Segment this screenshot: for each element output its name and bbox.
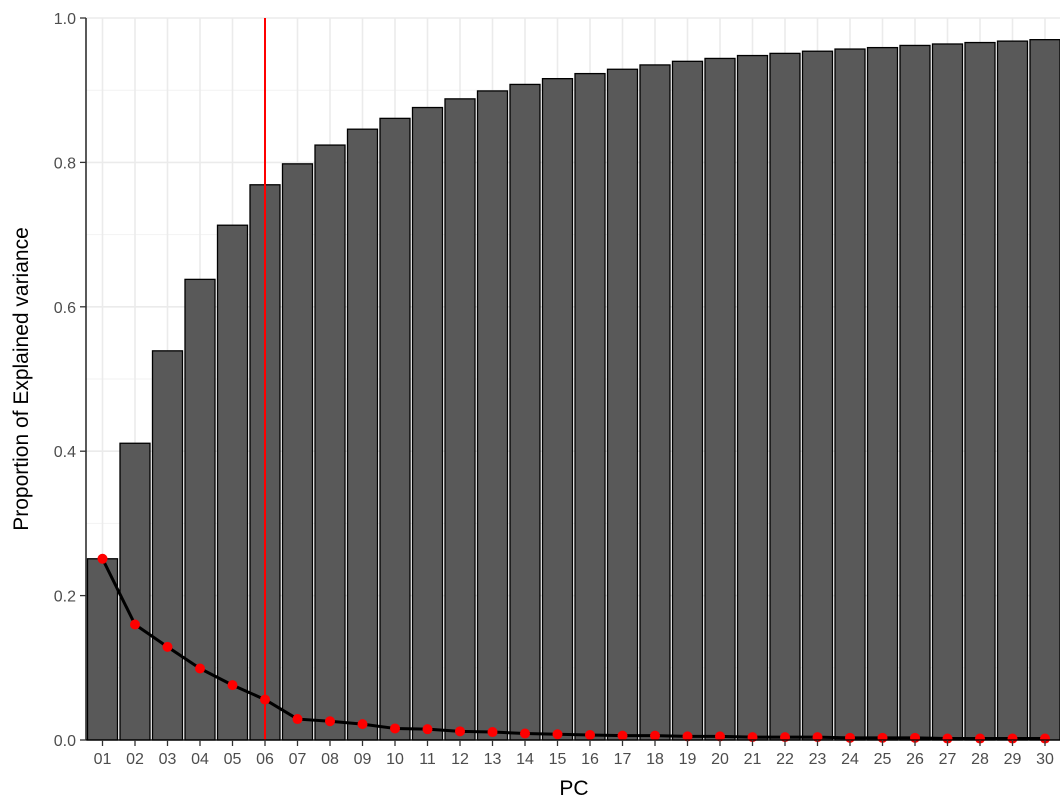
variance-point-08 xyxy=(325,716,335,726)
x-tick-label: 02 xyxy=(126,751,144,768)
y-tick-label: 0.4 xyxy=(54,444,76,461)
variance-point-01 xyxy=(98,554,108,564)
x-tick-label: 28 xyxy=(971,751,989,768)
bar-15 xyxy=(543,79,573,740)
variance-point-04 xyxy=(195,664,205,674)
x-tick-label: 14 xyxy=(516,751,534,768)
y-tick-label: 1.0 xyxy=(54,11,76,28)
bar-21 xyxy=(738,56,768,740)
x-tick-label: 11 xyxy=(419,751,436,768)
bar-25 xyxy=(868,48,898,740)
bar-23 xyxy=(803,51,833,740)
y-tick-label: 0.0 xyxy=(54,733,76,750)
x-tick-label: 17 xyxy=(614,751,632,768)
x-tick-label: 07 xyxy=(289,751,307,768)
variance-point-03 xyxy=(163,642,173,652)
x-tick-label: 29 xyxy=(1004,751,1022,768)
bar-19 xyxy=(673,61,703,740)
bar-01 xyxy=(88,559,118,740)
bar-10 xyxy=(380,118,410,740)
variance-point-14 xyxy=(520,729,530,739)
bar-12 xyxy=(445,99,475,740)
variance-point-11 xyxy=(423,724,433,734)
variance-point-06 xyxy=(260,695,270,705)
bar-26 xyxy=(900,45,930,740)
x-tick-label: 25 xyxy=(874,751,892,768)
x-tick-label: 01 xyxy=(94,751,112,768)
bar-08 xyxy=(315,145,345,740)
x-tick-label: 13 xyxy=(484,751,502,768)
bar-17 xyxy=(608,69,638,740)
x-tick-label: 16 xyxy=(581,751,599,768)
bar-28 xyxy=(965,43,995,740)
x-tick-label: 20 xyxy=(711,751,729,768)
x-tick-label: 22 xyxy=(776,751,794,768)
x-tick-label: 12 xyxy=(451,751,469,768)
x-tick-label: 27 xyxy=(939,751,957,768)
bar-09 xyxy=(348,129,378,740)
bar-03 xyxy=(153,351,183,740)
variance-point-13 xyxy=(488,727,498,737)
bar-27 xyxy=(933,44,963,740)
bar-14 xyxy=(510,84,540,740)
bar-07 xyxy=(283,164,313,740)
bar-02 xyxy=(120,443,150,740)
variance-point-16 xyxy=(585,730,595,740)
bar-11 xyxy=(413,108,443,740)
x-tick-label: 15 xyxy=(549,751,567,768)
bar-16 xyxy=(575,74,605,740)
bar-05 xyxy=(218,225,248,740)
x-axis-title: PC xyxy=(559,777,588,798)
bar-22 xyxy=(770,53,800,740)
x-tick-label: 19 xyxy=(679,751,697,768)
x-tick-label: 18 xyxy=(646,751,664,768)
x-tick-label: 08 xyxy=(321,751,339,768)
x-tick-label: 03 xyxy=(159,751,177,768)
bar-18 xyxy=(640,65,670,740)
variance-point-17 xyxy=(618,731,628,741)
x-tick-label: 23 xyxy=(809,751,827,768)
x-tick-label: 10 xyxy=(386,751,404,768)
bar-20 xyxy=(705,58,735,740)
bar-24 xyxy=(835,49,865,740)
y-tick-label: 0.2 xyxy=(54,589,76,606)
variance-point-10 xyxy=(390,723,400,733)
x-tick-label: 30 xyxy=(1036,751,1054,768)
x-tick-label: 09 xyxy=(354,751,372,768)
bar-13 xyxy=(478,91,508,740)
variance-point-02 xyxy=(130,619,140,629)
x-tick-label: 24 xyxy=(841,751,859,768)
y-tick-label: 0.8 xyxy=(54,155,76,172)
x-tick-label: 06 xyxy=(256,751,274,768)
y-axis-title: Proportion of Explained variance xyxy=(10,227,33,531)
x-tick-label: 26 xyxy=(906,751,924,768)
variance-point-18 xyxy=(650,731,660,741)
variance-point-09 xyxy=(358,719,368,729)
bar-29 xyxy=(998,41,1028,740)
bar-30 xyxy=(1030,40,1060,740)
variance-point-15 xyxy=(553,729,563,739)
x-tick-label: 05 xyxy=(224,751,242,768)
variance-point-05 xyxy=(228,680,238,690)
variance-point-12 xyxy=(455,726,465,736)
y-tick-label: 0.6 xyxy=(54,300,76,317)
x-tick-label: 21 xyxy=(744,751,762,768)
variance-point-07 xyxy=(293,714,303,724)
x-tick-label: 04 xyxy=(191,751,209,768)
